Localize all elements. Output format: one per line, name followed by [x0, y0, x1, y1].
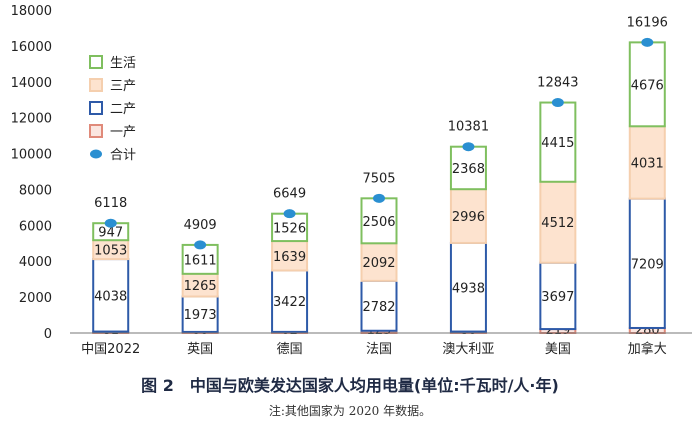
bar-segment — [539, 180, 577, 264]
bar-segment — [628, 41, 666, 128]
legend-swatch — [89, 78, 103, 92]
data-label: 2368 — [452, 162, 485, 177]
data-label: 2506 — [362, 215, 395, 230]
legend-label: 二产 — [110, 102, 136, 117]
data-label: 7209 — [631, 257, 664, 272]
total-marker — [104, 218, 117, 228]
data-label: 4415 — [541, 136, 574, 151]
stacked-bar-chart: 0 2000 4000 6000 8000 10000 12000 14000 16000 180… — [11, 4, 692, 357]
total-marker — [551, 98, 564, 108]
data-label: 2996 — [452, 210, 485, 225]
y-tick-label: 2000 — [19, 291, 52, 306]
total-label: 12843 — [537, 76, 578, 91]
x-tick-label: 澳大利亚 — [442, 341, 494, 357]
data-label: 4031 — [631, 156, 664, 171]
x-tick-label: 德国 — [277, 342, 303, 357]
data-label: 1265 — [184, 279, 217, 294]
data-label: 3422 — [273, 295, 306, 310]
bar-segment — [628, 197, 666, 329]
data-label: 4938 — [452, 281, 485, 296]
bar-segment — [628, 125, 666, 200]
x-tick-label: 美国 — [545, 342, 571, 357]
y-tick-label: 16000 — [11, 40, 52, 55]
x-tick-label: 英国 — [187, 342, 213, 357]
bar-segment — [449, 241, 487, 333]
total-marker — [373, 193, 385, 203]
y-tick-label: 8000 — [19, 183, 52, 198]
legend-swatch — [89, 124, 103, 138]
y-tick-label: 0 — [44, 327, 52, 342]
y-tick-label: 14000 — [11, 76, 52, 91]
total-label: 16196 — [627, 15, 668, 30]
data-label: 947 — [98, 226, 123, 241]
data-label: 1526 — [273, 221, 306, 236]
y-tick-label: 6000 — [19, 219, 52, 234]
data-label: 1639 — [273, 250, 306, 265]
total-label: 10381 — [448, 120, 489, 135]
legend-label: 三产 — [110, 79, 136, 94]
data-label: 2782 — [362, 300, 395, 315]
total-marker — [283, 209, 296, 219]
total-label: 6118 — [94, 196, 127, 211]
y-tick-label: 10000 — [11, 148, 52, 163]
data-label: 1973 — [184, 308, 217, 323]
y-tick-label: 18000 — [11, 4, 52, 19]
legend-label: 合计 — [110, 148, 136, 163]
legend-swatch — [89, 55, 103, 69]
data-label: 4676 — [631, 78, 664, 93]
x-tick-label: 法国 — [366, 342, 392, 357]
legend-marker — [90, 149, 102, 159]
bar-segment — [449, 188, 487, 244]
total-marker — [641, 37, 654, 47]
figure-caption: 图 2 中国与欧美发达国家人均用电量(单位:千瓦时/人·年) — [141, 376, 559, 395]
data-label: 1053 — [94, 244, 127, 259]
x-tick-label: 中国2022 — [81, 342, 140, 357]
total-label: 7505 — [362, 171, 395, 186]
bar-segment — [539, 261, 577, 331]
x-tick-label: 加拿大 — [628, 341, 667, 357]
y-tick-label: 12000 — [11, 112, 52, 127]
data-label: 3697 — [541, 290, 574, 305]
bar-segment — [92, 258, 130, 333]
total-label: 6649 — [273, 187, 306, 202]
data-label: 1611 — [184, 253, 217, 268]
figure-note: 注:其他国家为 2020 年数据。 — [268, 404, 432, 418]
bar-segment — [181, 243, 219, 275]
data-label: 2092 — [362, 256, 395, 271]
total-marker — [194, 240, 207, 250]
data-label: 4512 — [541, 216, 574, 231]
bar-segment — [271, 269, 309, 333]
total-label: 4909 — [184, 218, 217, 233]
bar-segment — [181, 295, 219, 333]
legend-label: 一产 — [110, 125, 136, 140]
bar-segment — [271, 240, 309, 272]
legend-label: 生活 — [110, 56, 136, 71]
total-marker — [462, 142, 475, 152]
bar-segment — [360, 197, 398, 245]
y-tick-label: 4000 — [19, 255, 52, 270]
legend-swatch — [89, 101, 103, 115]
data-label: 4038 — [94, 289, 127, 304]
